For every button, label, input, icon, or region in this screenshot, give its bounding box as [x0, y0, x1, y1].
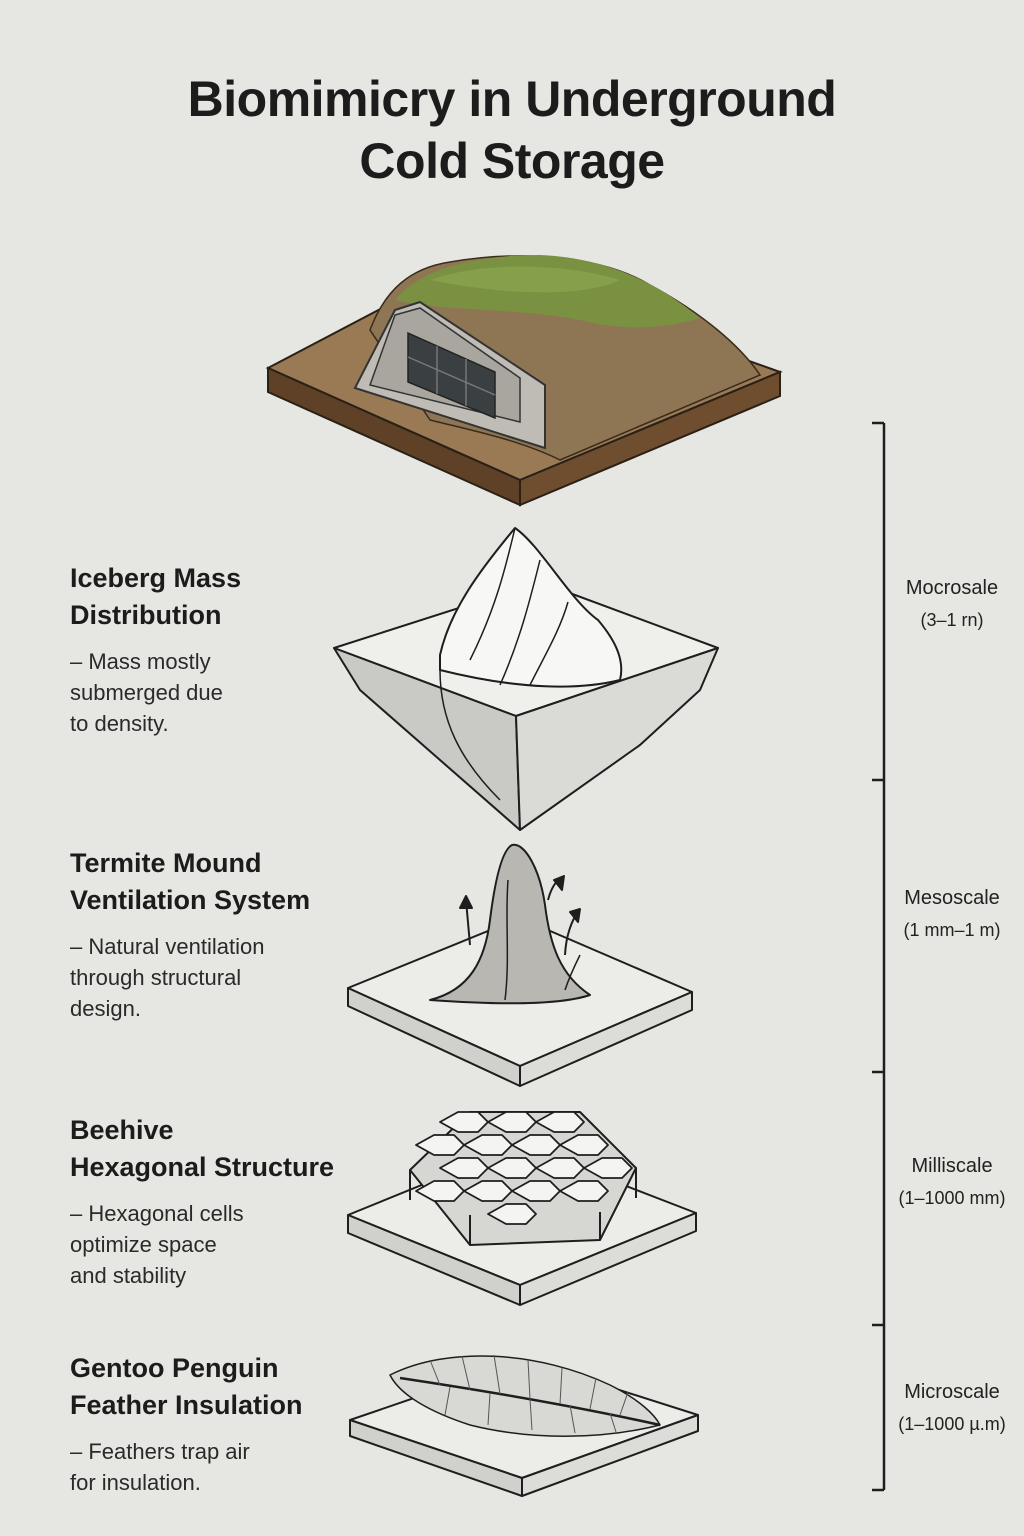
layer-description: – Hexagonal cells optimize space and sta… [70, 1198, 370, 1291]
layer-description: – Feathers trap air for insulation. [70, 1436, 370, 1498]
layer-title-line-2: Hexagonal Structure [70, 1152, 335, 1182]
layer-title-line-1: Beehive [70, 1115, 174, 1145]
cold-storage-bunker-illustration [265, 255, 783, 507]
desc-line: through structural [70, 965, 242, 990]
desc-line: for insulation. [70, 1470, 201, 1495]
iceberg-illustration [333, 527, 719, 831]
scale-label-milli: Milliscale (1–1000 mm) [890, 1150, 1014, 1214]
title-line-2: Cold Storage [359, 133, 665, 189]
scale-label-micro: Microscale (1–1000 µ.m) [890, 1376, 1014, 1440]
title-line-1: Biomimicry in Underground [187, 71, 837, 127]
scale-label-meso: Mesoscale (1 mm–1 m) [890, 882, 1014, 946]
penguin-feather-illustration [349, 1354, 699, 1497]
scale-name: Mesoscale [904, 887, 1000, 909]
desc-line: optimize space [70, 1232, 217, 1257]
desc-line: and stability [70, 1263, 187, 1288]
scale-label-macro: Mocrosale (3–1 rn) [890, 572, 1014, 636]
layer-title: Termite Mound Ventilation System [70, 845, 370, 919]
layer-label-penguin: Gentoo Penguin Feather Insulation – Feat… [70, 1350, 370, 1498]
layer-title-line-2: Distribution [70, 600, 222, 630]
page-title: Biomimicry in Underground Cold Storage [0, 68, 1024, 192]
scale-range: (1–1000 mm) [898, 1188, 1006, 1208]
layer-label-iceberg: Iceberg Mass Distribution – Mass mostly … [70, 560, 370, 739]
layer-title: Gentoo Penguin Feather Insulation [70, 1350, 370, 1424]
layer-title-line-1: Gentoo Penguin [70, 1353, 279, 1383]
termite-mound-illustration [347, 843, 693, 1087]
layer-title-line-1: Termite Mound [70, 848, 262, 878]
layer-title-line-2: Ventilation System [70, 885, 311, 915]
layer-label-beehive: Beehive Hexagonal Structure – Hexagonal … [70, 1112, 370, 1291]
layer-title: Iceberg Mass Distribution [70, 560, 370, 634]
desc-line: submerged due [70, 680, 223, 705]
desc-line: design. [70, 996, 141, 1021]
scale-bracket [872, 421, 886, 1492]
scale-range: (1–1000 µ.m) [898, 1414, 1006, 1434]
scale-range: (1 mm–1 m) [903, 920, 1001, 940]
layer-title: Beehive Hexagonal Structure [70, 1112, 370, 1186]
desc-line: to density. [70, 711, 169, 736]
layer-title-line-1: Iceberg Mass [70, 563, 242, 593]
desc-line: – Hexagonal cells [70, 1201, 244, 1226]
scale-range: (3–1 rn) [920, 610, 984, 630]
desc-line: – Natural ventilation [70, 934, 265, 959]
scale-name: Mocrosale [905, 577, 999, 599]
layer-title-line-2: Feather Insulation [70, 1390, 303, 1420]
layer-label-termite: Termite Mound Ventilation System – Natur… [70, 845, 370, 1024]
scale-name: Milliscale [911, 1155, 993, 1177]
beehive-hexagon-illustration [347, 1111, 697, 1306]
layer-description: – Mass mostly submerged due to density. [70, 646, 370, 739]
desc-line: – Feathers trap air [70, 1439, 250, 1464]
scale-name: Microscale [904, 1381, 1000, 1403]
layer-description: – Natural ventilation through structural… [70, 931, 370, 1024]
desc-line: – Mass mostly [70, 649, 211, 674]
